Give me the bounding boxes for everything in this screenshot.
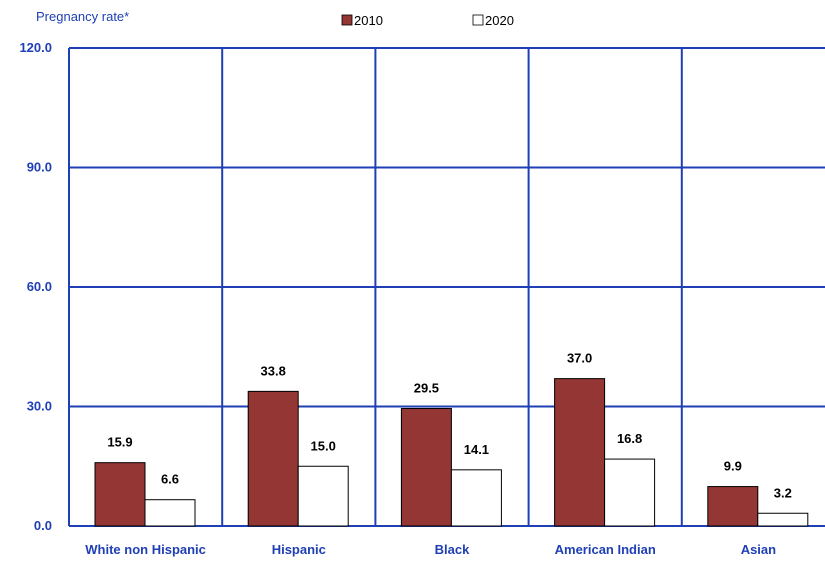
x-tick-label: Asian bbox=[741, 542, 776, 557]
bar-2020 bbox=[297, 465, 349, 527]
data-label: 29.5 bbox=[414, 380, 439, 395]
x-tick-label: White non Hispanic bbox=[85, 542, 206, 557]
data-label: 9.9 bbox=[724, 459, 742, 474]
gridlines bbox=[68, 47, 825, 527]
x-axis-ticks: White non Hispanic Hispanic Black American … bbox=[85, 542, 776, 557]
bar-2020 bbox=[604, 458, 656, 527]
data-label: 15.0 bbox=[311, 438, 336, 453]
x-tick-label: American Indian bbox=[555, 542, 656, 557]
bar-2010 bbox=[554, 378, 606, 527]
x-tick-label: Hispanic bbox=[272, 542, 326, 557]
legend-label-2010: 2010 bbox=[354, 13, 383, 28]
data-label: 3.2 bbox=[774, 485, 792, 500]
data-labels: 15.9 6.6 33.8 15.0 29.5 14.1 37.0 16.8 9.9 3.2 bbox=[107, 351, 791, 501]
bar-2020 bbox=[144, 499, 196, 527]
data-label: 16.8 bbox=[617, 431, 642, 446]
legend-label-2020: 2020 bbox=[485, 13, 514, 28]
x-tick-label: Black bbox=[435, 542, 470, 557]
bar-2010 bbox=[707, 486, 759, 527]
y-axis-ticks: 0.0 30.0 60.0 90.0 120.0 bbox=[19, 40, 52, 533]
bar-2010 bbox=[247, 390, 299, 527]
y-axis-label: Pregnancy rate* bbox=[36, 9, 129, 24]
data-label: 15.9 bbox=[107, 435, 132, 450]
bars bbox=[94, 378, 809, 527]
bar-2010 bbox=[400, 407, 452, 527]
data-label: 6.6 bbox=[161, 472, 179, 487]
data-label: 14.1 bbox=[464, 442, 489, 457]
legend-swatch-2020 bbox=[472, 14, 484, 26]
y-tick-label: 30.0 bbox=[27, 399, 52, 414]
data-label: 37.0 bbox=[567, 351, 592, 366]
y-tick-label: 90.0 bbox=[27, 160, 52, 175]
bar-2020 bbox=[450, 469, 502, 527]
y-tick-label: 60.0 bbox=[27, 279, 52, 294]
bar-2020 bbox=[757, 512, 809, 527]
bar-2010 bbox=[94, 462, 146, 527]
data-label: 33.8 bbox=[261, 363, 286, 378]
legend-swatch-2010 bbox=[341, 14, 353, 26]
y-tick-label: 0.0 bbox=[34, 518, 52, 533]
y-tick-label: 120.0 bbox=[19, 40, 52, 55]
legend: 2010 2020 bbox=[341, 13, 514, 28]
